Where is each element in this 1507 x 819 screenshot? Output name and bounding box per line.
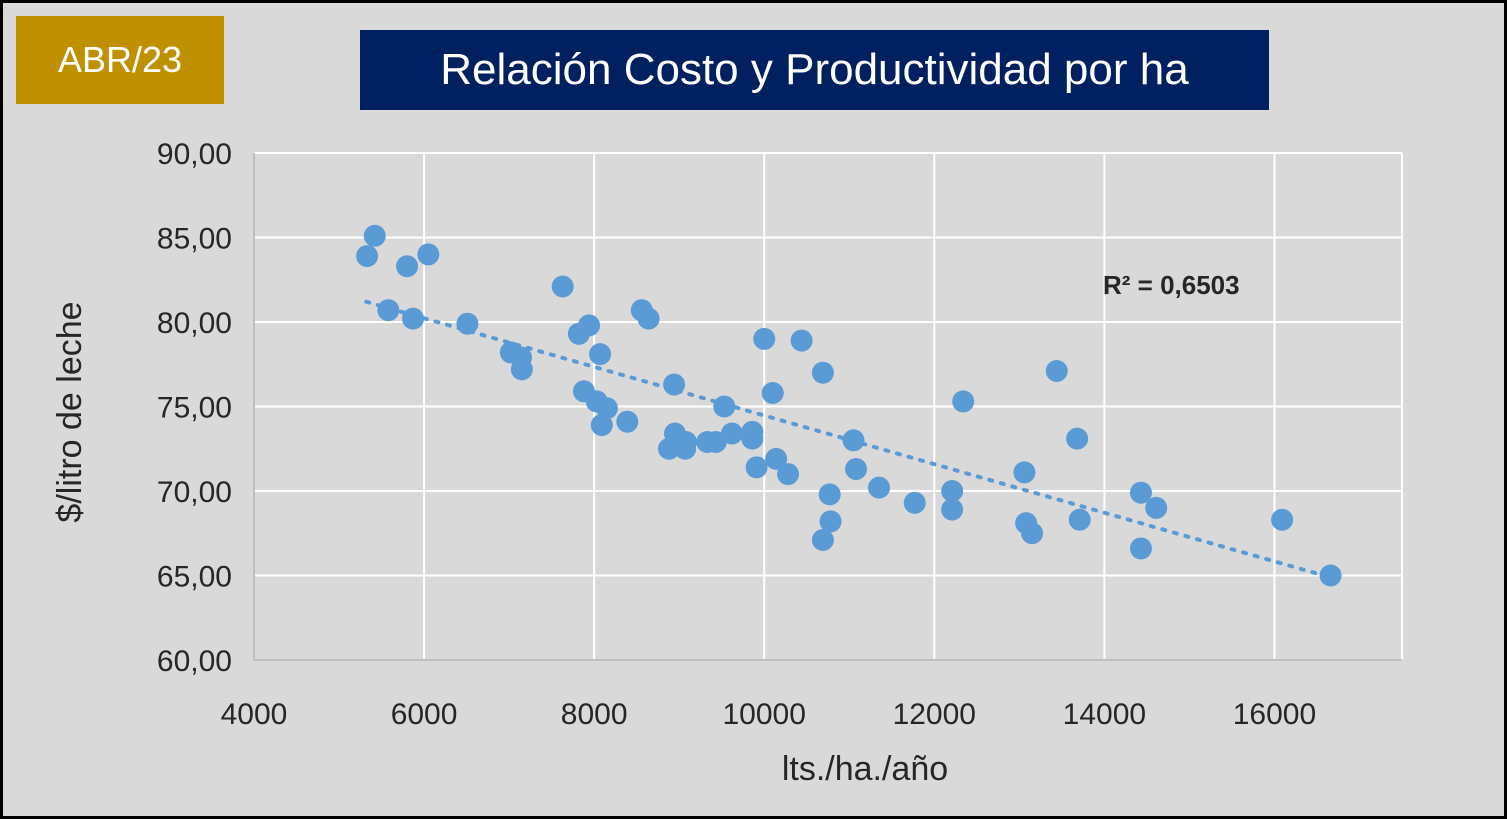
date-badge: ABR/23 xyxy=(16,16,224,104)
x-tick-label: 10000 xyxy=(723,698,806,731)
data-point xyxy=(745,456,768,479)
data-point xyxy=(777,463,800,486)
data-point xyxy=(590,414,613,437)
y-tick-label: 65,00 xyxy=(157,561,232,594)
data-point xyxy=(674,430,697,453)
data-point xyxy=(595,397,618,420)
data-point xyxy=(1068,508,1091,531)
x-axis-label: lts./ha./año xyxy=(782,750,948,788)
x-tick-label: 4000 xyxy=(221,698,288,731)
data-point xyxy=(761,381,784,404)
data-point xyxy=(818,483,841,506)
data-point xyxy=(363,224,386,247)
data-point xyxy=(765,447,788,470)
data-point xyxy=(741,427,764,450)
data-point xyxy=(377,299,400,322)
data-point xyxy=(1319,564,1342,587)
data-point xyxy=(819,510,842,533)
x-tick-label: 14000 xyxy=(1063,698,1146,731)
data-point xyxy=(1021,522,1044,545)
data-point xyxy=(753,327,776,350)
data-point xyxy=(510,358,533,381)
data-point xyxy=(637,307,660,330)
data-point xyxy=(713,395,736,418)
trendline-group xyxy=(364,299,1332,580)
data-point xyxy=(396,255,419,278)
data-point xyxy=(616,410,639,433)
data-points xyxy=(356,224,1342,587)
y-tick-label: 70,00 xyxy=(157,476,232,509)
data-point xyxy=(790,329,813,352)
data-point xyxy=(868,476,891,499)
chart-title: Relación Costo y Productividad por ha xyxy=(360,30,1269,110)
data-point xyxy=(402,307,425,330)
data-point xyxy=(578,314,601,337)
x-tick-label: 12000 xyxy=(893,698,976,731)
r-squared-label: R² = 0,6503 xyxy=(1103,270,1240,300)
data-point xyxy=(456,312,479,335)
data-point xyxy=(417,243,440,266)
data-point xyxy=(663,373,686,396)
y-tick-label: 85,00 xyxy=(157,223,232,256)
data-point xyxy=(811,529,834,552)
x-tick-label: 6000 xyxy=(391,698,458,731)
y-tick-label: 80,00 xyxy=(157,307,232,340)
data-point xyxy=(720,422,743,445)
y-tick-label: 90,00 xyxy=(157,138,232,171)
data-point xyxy=(1066,427,1089,450)
data-point xyxy=(356,245,379,268)
data-point xyxy=(845,458,868,481)
y-tick-label: 75,00 xyxy=(157,392,232,425)
data-point xyxy=(941,498,964,521)
data-point xyxy=(657,437,680,460)
y-axis-label: $/litro de leche xyxy=(51,301,89,522)
data-point xyxy=(1045,360,1068,383)
data-point xyxy=(941,480,964,502)
data-point xyxy=(704,430,727,453)
x-tick-label: 16000 xyxy=(1233,698,1316,731)
x-tick-label: 8000 xyxy=(561,698,628,731)
data-point xyxy=(903,491,926,514)
axes: 60,00 65,00 70,00 75,00 80,00 85,00 90,00 4000 6… xyxy=(157,138,1402,731)
data-point xyxy=(811,361,834,384)
y-tick-label: 60,00 xyxy=(157,645,232,678)
data-point xyxy=(551,275,574,298)
data-point xyxy=(1145,496,1168,519)
data-point xyxy=(1129,481,1152,504)
data-point xyxy=(1013,461,1036,484)
data-point xyxy=(842,429,865,452)
gridlines xyxy=(254,152,1403,660)
data-point xyxy=(1129,537,1152,560)
trendline xyxy=(364,299,1332,580)
data-point xyxy=(1271,508,1294,531)
data-point xyxy=(589,343,612,366)
data-point xyxy=(952,390,975,413)
